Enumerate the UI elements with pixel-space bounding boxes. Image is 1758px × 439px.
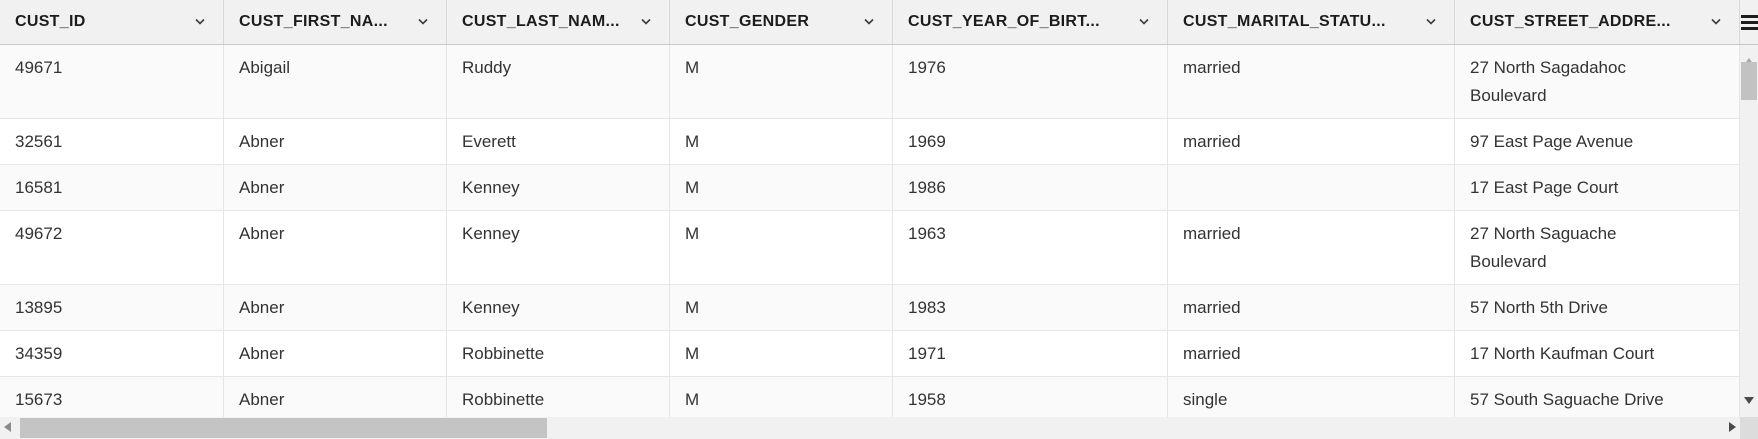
column-header-cust-first-name[interactable]: CUST_FIRST_NA... xyxy=(224,0,447,44)
cell-cust-id[interactable]: 15673 xyxy=(0,377,224,417)
horizontal-scrollbar[interactable] xyxy=(0,417,1740,439)
cell-cust-id[interactable]: 32561 xyxy=(0,119,224,164)
cell-cust-last-name[interactable]: Kenney xyxy=(447,211,670,284)
chevron-down-icon[interactable] xyxy=(1424,15,1438,29)
cell-cust-first-name[interactable]: Abner xyxy=(224,377,447,417)
cell-cust-gender[interactable]: M xyxy=(670,211,893,284)
cell-cust-id[interactable]: 49671 xyxy=(0,45,224,118)
cell-cust-year-of-birth[interactable]: 1969 xyxy=(893,119,1168,164)
cell-cust-street-address[interactable]: 27 North Saguache Boulevard xyxy=(1455,211,1740,284)
cell-cust-year-of-birth[interactable]: 1963 xyxy=(893,211,1168,284)
vertical-scrollbar-thumb[interactable] xyxy=(1741,62,1757,100)
cell-cust-marital-status[interactable]: married xyxy=(1168,45,1455,118)
cell-cust-last-name[interactable]: Everett xyxy=(447,119,670,164)
column-header-label: CUST_YEAR_OF_BIRT... xyxy=(908,13,1100,30)
cell-cust-id[interactable]: 16581 xyxy=(0,165,224,210)
cell-cust-marital-status[interactable]: married xyxy=(1168,211,1455,284)
cell-cust-year-of-birth[interactable]: 1958 xyxy=(893,377,1168,417)
column-header-cust-year-of-birth[interactable]: CUST_YEAR_OF_BIRT... xyxy=(893,0,1168,44)
cell-cust-first-name[interactable]: Abner xyxy=(224,285,447,330)
cell-cust-street-address[interactable]: 57 North 5th Drive xyxy=(1455,285,1740,330)
table-row[interactable]: 32561 Abner Everett M 1969 married 97 Ea… xyxy=(0,119,1740,165)
triangle-right-icon[interactable] xyxy=(1729,422,1736,432)
grid-header: CUST_ID CUST_FIRST_NA... CUST_LAST_NAM..… xyxy=(0,0,1758,45)
cell-cust-last-name[interactable]: Robbinette xyxy=(447,377,670,417)
horizontal-scrollbar-thumb[interactable] xyxy=(20,418,547,438)
column-header-cust-id[interactable]: CUST_ID xyxy=(0,0,224,44)
cell-cust-gender[interactable]: M xyxy=(670,377,893,417)
cell-cust-street-address[interactable]: 17 East Page Court xyxy=(1455,165,1740,210)
column-header-cust-gender[interactable]: CUST_GENDER xyxy=(670,0,893,44)
table-row[interactable]: 15673 Abner Robbinette M 1958 single 57 … xyxy=(0,377,1740,417)
chevron-down-icon[interactable] xyxy=(193,15,207,29)
cell-cust-id[interactable]: 34359 xyxy=(0,331,224,376)
column-header-label: CUST_LAST_NAM... xyxy=(462,13,620,30)
cell-cust-street-address[interactable]: 27 North Sagadahoc Boulevard xyxy=(1455,45,1740,118)
grid-menu-button[interactable] xyxy=(1740,0,1758,44)
chevron-down-icon[interactable] xyxy=(639,15,653,29)
cell-cust-marital-status[interactable]: married xyxy=(1168,331,1455,376)
cell-cust-first-name[interactable]: Abner xyxy=(224,211,447,284)
column-header-label: CUST_GENDER xyxy=(685,13,810,30)
triangle-left-icon[interactable] xyxy=(4,422,11,432)
column-header-cust-marital-status[interactable]: CUST_MARITAL_STATU... xyxy=(1168,0,1455,44)
cell-cust-year-of-birth[interactable]: 1983 xyxy=(893,285,1168,330)
cell-cust-id[interactable]: 49672 xyxy=(0,211,224,284)
cell-cust-year-of-birth[interactable]: 1986 xyxy=(893,165,1168,210)
cell-cust-first-name[interactable]: Abner xyxy=(224,165,447,210)
cell-cust-id[interactable]: 13895 xyxy=(0,285,224,330)
cell-cust-gender[interactable]: M xyxy=(670,45,893,118)
table-row[interactable]: 49672 Abner Kenney M 1963 married 27 Nor… xyxy=(0,211,1740,285)
triangle-up-icon[interactable] xyxy=(1744,58,1754,65)
hamburger-menu-icon xyxy=(1740,12,1758,33)
cell-cust-gender[interactable]: M xyxy=(670,331,893,376)
cell-cust-street-address[interactable]: 17 North Kaufman Court xyxy=(1455,331,1740,376)
grid-body: 49671 Abigail Ruddy M 1976 married 27 No… xyxy=(0,45,1740,417)
cell-cust-marital-status[interactable]: married xyxy=(1168,285,1455,330)
cell-cust-last-name[interactable]: Kenney xyxy=(447,165,670,210)
chevron-down-icon[interactable] xyxy=(1709,15,1723,29)
cell-cust-marital-status[interactable]: married xyxy=(1168,119,1455,164)
column-header-cust-street-address[interactable]: CUST_STREET_ADDRE... xyxy=(1455,0,1740,44)
table-row[interactable]: 13895 Abner Kenney M 1983 married 57 Nor… xyxy=(0,285,1740,331)
vertical-scrollbar[interactable] xyxy=(1740,45,1758,417)
cell-cust-first-name[interactable]: Abigail xyxy=(224,45,447,118)
cell-cust-last-name[interactable]: Robbinette xyxy=(447,331,670,376)
cell-cust-first-name[interactable]: Abner xyxy=(224,331,447,376)
cell-cust-gender[interactable]: M xyxy=(670,119,893,164)
table-row[interactable]: 16581 Abner Kenney M 1986 17 East Page C… xyxy=(0,165,1740,211)
cell-cust-last-name[interactable]: Ruddy xyxy=(447,45,670,118)
chevron-down-icon[interactable] xyxy=(1137,15,1151,29)
cell-cust-street-address[interactable]: 97 East Page Avenue xyxy=(1455,119,1740,164)
chevron-down-icon[interactable] xyxy=(416,15,430,29)
column-header-cust-last-name[interactable]: CUST_LAST_NAM... xyxy=(447,0,670,44)
cell-cust-year-of-birth[interactable]: 1976 xyxy=(893,45,1168,118)
scrollbar-corner xyxy=(1740,417,1758,439)
table-row[interactable]: 34359 Abner Robbinette M 1971 married 17… xyxy=(0,331,1740,377)
cell-cust-street-address[interactable]: 57 South Saguache Drive xyxy=(1455,377,1740,417)
column-header-label: CUST_FIRST_NA... xyxy=(239,13,388,30)
column-header-label: CUST_MARITAL_STATU... xyxy=(1183,13,1386,30)
cell-cust-gender[interactable]: M xyxy=(670,165,893,210)
triangle-down-icon[interactable] xyxy=(1744,397,1754,404)
cell-cust-last-name[interactable]: Kenney xyxy=(447,285,670,330)
chevron-down-icon[interactable] xyxy=(862,15,876,29)
cell-cust-marital-status[interactable]: single xyxy=(1168,377,1455,417)
table-row[interactable]: 49671 Abigail Ruddy M 1976 married 27 No… xyxy=(0,45,1740,119)
column-header-label: CUST_ID xyxy=(15,13,86,30)
cell-cust-gender[interactable]: M xyxy=(670,285,893,330)
cell-cust-first-name[interactable]: Abner xyxy=(224,119,447,164)
column-header-label: CUST_STREET_ADDRE... xyxy=(1470,13,1671,30)
cell-cust-marital-status[interactable] xyxy=(1168,165,1455,210)
cell-cust-year-of-birth[interactable]: 1971 xyxy=(893,331,1168,376)
